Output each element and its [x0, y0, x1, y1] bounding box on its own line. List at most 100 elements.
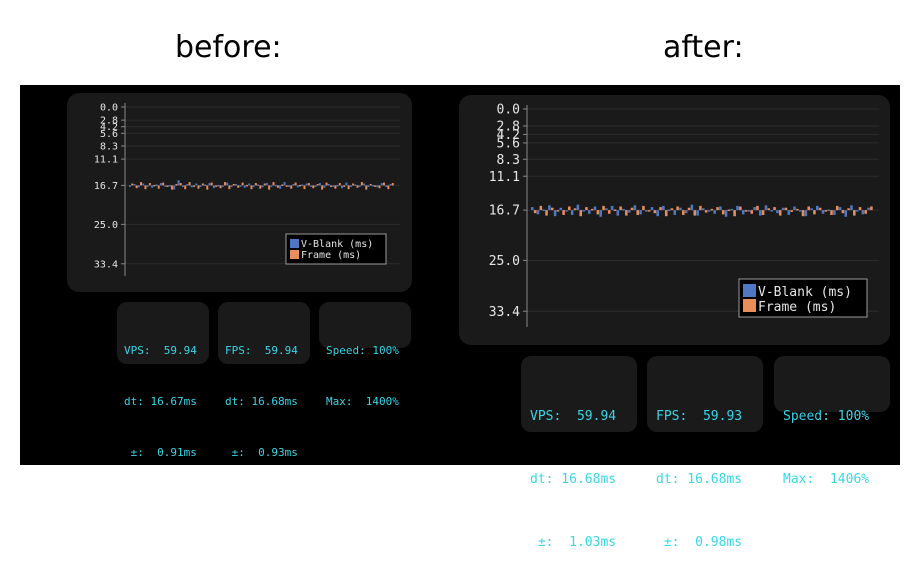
frame-bar: [568, 206, 571, 211]
frame-bar: [153, 184, 156, 187]
frame-bar: [329, 185, 332, 187]
legend-label-frame: Frame (ms): [758, 300, 836, 315]
after-speed-stats: Speed: 100% Max: 1406%: [774, 356, 890, 487]
frame-bar: [352, 183, 355, 186]
vblank-bar: [261, 185, 264, 188]
frame-bar: [790, 210, 793, 212]
vblank-bar: [279, 185, 282, 189]
vblank-bar: [195, 183, 198, 186]
frame-bar: [721, 210, 725, 215]
vblank-bar: [296, 185, 299, 188]
frame-bar: [294, 182, 297, 186]
legend-label-frame: Frame (ms): [301, 250, 361, 261]
vblank-bar: [827, 209, 830, 212]
vblank-bar: [182, 185, 184, 187]
vblank-bar: [764, 205, 768, 211]
frame-bar: [818, 207, 822, 211]
vblank-bar: [257, 184, 260, 186]
frame-bar: [533, 210, 537, 214]
vps-dt: dt: 16.67ms: [124, 395, 197, 408]
frame-bar: [778, 210, 782, 216]
y-tick-label: 4.2: [497, 128, 520, 143]
vblank-bar: [759, 210, 762, 216]
frame-bar: [197, 185, 200, 189]
frame-bar: [285, 185, 288, 187]
y-tick-label: 33.4: [94, 259, 118, 270]
vblank-bar: [336, 184, 339, 187]
frame-bar: [263, 183, 266, 186]
vblank-bar: [793, 206, 796, 211]
vblank-bar: [810, 208, 813, 211]
vblank-bar: [531, 207, 534, 211]
vblank-bar: [173, 185, 176, 190]
frame-bar: [807, 206, 811, 211]
frame-bar: [710, 208, 714, 211]
frame-bar: [131, 183, 134, 186]
frame-bar: [750, 210, 754, 214]
frame-bar: [321, 185, 324, 190]
after-heading: after:: [663, 30, 744, 65]
frame-bar: [670, 208, 674, 211]
frame-bar: [188, 182, 191, 186]
frame-bar: [739, 206, 742, 211]
frame-bar: [562, 210, 565, 215]
vblank-bar: [855, 210, 859, 212]
frame-bar: [299, 184, 302, 187]
frame-bar: [356, 185, 359, 188]
vblank-bar: [679, 207, 682, 211]
fps-label: FPS: 59.93: [656, 409, 743, 424]
vblank-bar: [217, 184, 220, 187]
frame-bar: [316, 183, 319, 186]
vblank-bar: [186, 183, 189, 186]
after-fps-stats: FPS: 59.93 dt: 16.68ms ±: 0.98ms: [647, 356, 763, 550]
frame-bar: [259, 185, 262, 189]
y-tick-label: 25.0: [94, 220, 118, 231]
y-tick-label: 8.3: [100, 141, 118, 152]
y-tick-label: 11.1: [489, 170, 520, 185]
frame-bar: [281, 184, 284, 186]
vblank-bar: [151, 185, 154, 188]
vblank-bar: [327, 183, 330, 186]
frame-bar: [382, 182, 385, 186]
vblank-bar: [226, 182, 229, 186]
vblank-bar: [239, 185, 242, 187]
vps-label: VPS: 59.94: [530, 409, 617, 424]
frame-bar: [585, 207, 588, 211]
frame-bar: [307, 183, 310, 186]
frame-bar: [193, 185, 196, 187]
frame-bar: [254, 183, 257, 186]
vblank-bar: [821, 210, 825, 214]
frame-bar: [210, 182, 213, 186]
vblank-bar: [363, 183, 366, 186]
vblank-bar: [724, 210, 728, 217]
vblank-bar: [542, 209, 545, 212]
frame-bar: [847, 208, 850, 211]
vblank-bar: [354, 184, 357, 186]
vblank-bar: [305, 183, 308, 186]
vblank-bar: [129, 185, 131, 187]
frame-bar: [162, 182, 165, 186]
vblank-bar: [713, 210, 716, 214]
before-fps-stats: FPS: 59.94 dt: 16.68ms ±: 0.93ms: [218, 302, 310, 459]
frame-bar: [166, 185, 169, 187]
vblank-bar: [310, 185, 313, 187]
vblank-bar: [265, 183, 268, 186]
frame-bar: [175, 183, 178, 186]
vblank-bar: [627, 210, 631, 213]
frame-bar: [303, 185, 306, 190]
before-frame-time-graph: 0.0 2.84.25.68.3 11.1 16.7 25.0 33.4 V-Blank (…: [94, 103, 400, 276]
vblank-bar: [736, 205, 739, 211]
vblank-bar: [168, 184, 171, 187]
legend-box: [285, 233, 387, 265]
frame-bar: [699, 205, 702, 211]
frame-bar: [206, 185, 209, 190]
fps-deviation: ±: 0.93ms: [225, 446, 298, 459]
frame-bar: [864, 210, 868, 214]
vblank-bar: [610, 205, 614, 211]
frame-bar: [360, 182, 363, 186]
frame-bar: [228, 185, 231, 190]
y-tick-label: 0.0: [100, 103, 118, 114]
frame-bar: [246, 184, 249, 187]
vblank-bar: [781, 207, 785, 211]
frame-bar: [374, 185, 377, 187]
